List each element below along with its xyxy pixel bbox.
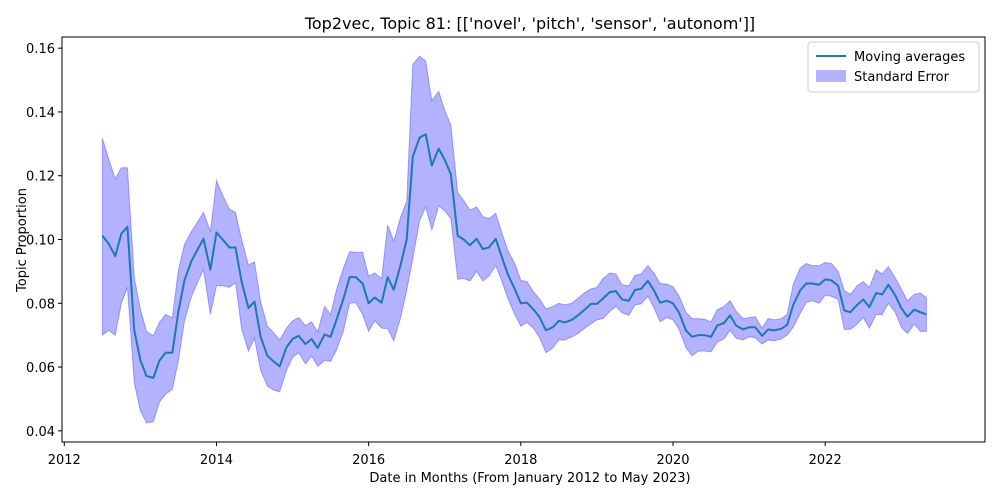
y-axis-label: Topic Proportion (15, 188, 30, 293)
y-tick-label: 0.14 (26, 106, 55, 121)
y-axis: 0.04 0.06 0.08 0.10 0.12 0.14 0.16 (26, 42, 62, 440)
standard-error-band-layer (101, 55, 927, 424)
x-tick-label: 2014 (200, 453, 233, 468)
x-axis-label: Date in Months (From January 2012 to May… (369, 471, 690, 486)
moving-average-line-layer (101, 133, 927, 379)
moving-average-line (101, 133, 927, 379)
legend-box (807, 41, 980, 93)
chart-title: Top2vec, Topic 81: [['novel', 'pitch', '… (304, 14, 755, 33)
x-tick-label: 2020 (656, 453, 689, 468)
y-tick-label: 0.04 (26, 425, 55, 440)
y-tick-label: 0.06 (26, 361, 55, 376)
legend: Moving averages Standard Error (807, 41, 980, 93)
x-tick-label: 2022 (809, 453, 842, 468)
y-tick-label: 0.08 (26, 297, 55, 312)
x-tick-label: 2012 (48, 453, 81, 468)
legend-band-swatch (816, 70, 846, 82)
y-tick-label: 0.12 (26, 170, 55, 185)
standard-error-band (101, 55, 927, 424)
x-axis: 2012 2014 2016 2018 2020 2022 (48, 442, 842, 468)
y-tick-label: 0.10 (26, 234, 55, 249)
legend-label-moving-averages: Moving averages (854, 50, 965, 65)
x-tick-label: 2018 (504, 453, 537, 468)
y-tick-label: 0.16 (26, 42, 55, 57)
x-tick-label: 2016 (352, 453, 385, 468)
legend-label-standard-error: Standard Error (854, 70, 950, 85)
